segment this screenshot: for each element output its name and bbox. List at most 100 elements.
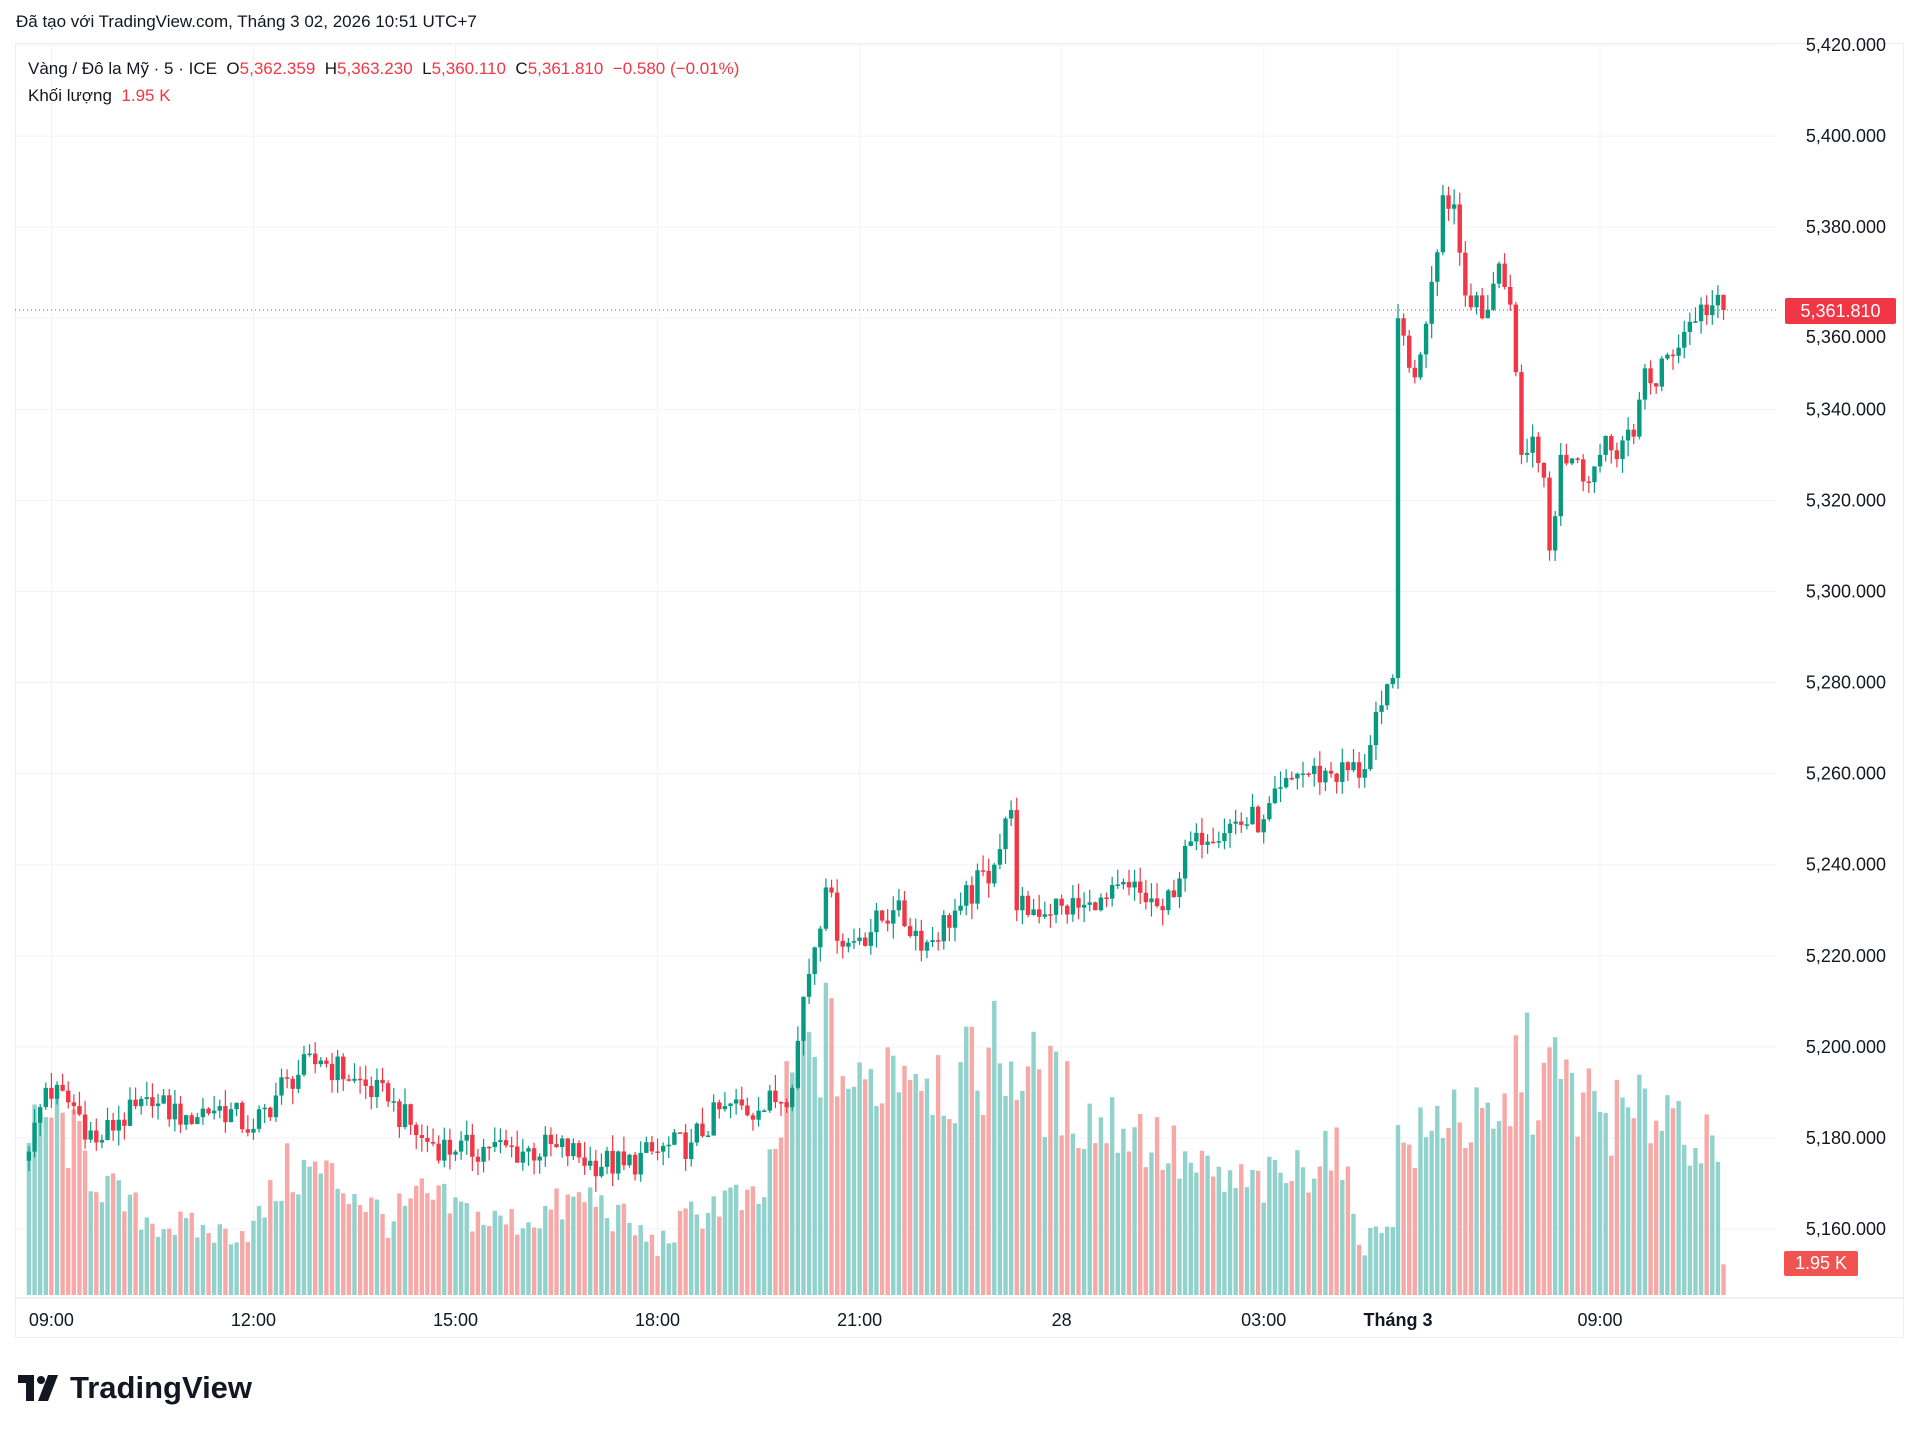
volume-bar (1199, 1150, 1205, 1295)
volume-bar (599, 1195, 604, 1295)
volume-bar (234, 1242, 239, 1295)
high-label: H (324, 59, 338, 78)
volume-bar (1154, 1117, 1160, 1295)
volume-bar (1451, 1089, 1457, 1295)
volume-bar (470, 1231, 475, 1295)
volume-bar (644, 1241, 649, 1295)
candle-body (1300, 773, 1306, 776)
volume-bar (228, 1244, 234, 1295)
volume-bar (604, 1218, 610, 1295)
volume-bar (1423, 1137, 1429, 1295)
volume-bar (363, 1211, 368, 1295)
candle-body (733, 1099, 739, 1104)
volume-bar (846, 1088, 851, 1295)
volume-bar (677, 1210, 683, 1295)
volume-bar (649, 1234, 655, 1295)
candle-body (301, 1054, 307, 1075)
volume-bar (1653, 1120, 1659, 1295)
volume-bar (1682, 1144, 1687, 1295)
volume-bar (1463, 1147, 1468, 1295)
low-label: L (422, 59, 432, 78)
volume-bar (543, 1205, 548, 1295)
volume-bar (958, 1062, 963, 1295)
candle-body (767, 1090, 772, 1111)
chart-pane[interactable] (15, 43, 1904, 1338)
volume-bar (1552, 1037, 1558, 1295)
candle-body (1362, 769, 1367, 778)
volume-bar (1323, 1130, 1328, 1295)
volume-bar (515, 1234, 520, 1295)
candle-body (1283, 777, 1289, 788)
price-axis-label: 5,280.000 (1806, 673, 1886, 693)
volume-bar (133, 1192, 138, 1295)
candle-body (1267, 803, 1272, 820)
time-axis-label: 09:00 (1578, 1310, 1623, 1330)
candle-body (818, 928, 823, 948)
candle-body (99, 1139, 105, 1143)
volume-bar (868, 1069, 874, 1295)
candle-body (290, 1078, 295, 1089)
candle-body (1648, 368, 1653, 384)
volume-bar (694, 1214, 700, 1295)
volume-bar (105, 1175, 110, 1295)
volume-bar (1519, 1092, 1524, 1295)
candle-body (543, 1134, 548, 1157)
volume-bar (879, 1103, 885, 1295)
volume-bar (1312, 1178, 1317, 1295)
candle-body (442, 1139, 447, 1161)
ohlc-row: Vàng / Đô la Mỹ · 5 · ICE O5,362.359 H5,… (28, 55, 739, 82)
candle-body (1665, 354, 1670, 359)
candle-body (1278, 787, 1283, 789)
tradingview-logo-icon (18, 1375, 58, 1401)
candle-body (1160, 906, 1165, 911)
candle-body (116, 1119, 121, 1131)
volume-value: 1.95 K (121, 86, 171, 105)
volume-bar (705, 1212, 711, 1295)
candle-body (1008, 810, 1014, 819)
volume-bar (1569, 1072, 1575, 1295)
candle-body (750, 1115, 756, 1120)
volume-row: Khối lượng 1.95 K (28, 82, 739, 109)
candle-body (363, 1079, 368, 1086)
candle-body (1569, 458, 1575, 464)
volume-bar (1121, 1128, 1126, 1295)
candle-body (1098, 897, 1104, 911)
volume-bar (1171, 1125, 1177, 1295)
candle-body (1031, 909, 1036, 915)
candle-body (700, 1123, 705, 1137)
candle-body (464, 1134, 469, 1141)
candle-body (1053, 898, 1059, 915)
volume-bar (211, 1242, 217, 1295)
candle-body (621, 1151, 627, 1166)
symbol-title[interactable]: Vàng / Đô la Mỹ · 5 · ICE (28, 59, 217, 78)
candle-body (481, 1146, 486, 1162)
volume-bar (200, 1224, 206, 1295)
tradingview-logo[interactable]: TradingView (18, 1370, 252, 1406)
candle-body (531, 1148, 537, 1161)
candle-body (1093, 902, 1098, 911)
candle-body (1721, 294, 1726, 310)
candle-body (986, 870, 991, 884)
volume-label[interactable]: Khối lượng (28, 86, 112, 105)
candle-body (88, 1130, 93, 1140)
volume-bar (632, 1235, 638, 1295)
candle-body (1659, 358, 1664, 387)
candle-body (1025, 895, 1031, 915)
candle-body (1020, 895, 1025, 911)
candle-body (1407, 335, 1412, 368)
volume-bar (425, 1193, 430, 1295)
candle-body (599, 1166, 604, 1177)
candle-body (689, 1142, 694, 1160)
candle-body (402, 1104, 408, 1128)
volume-bar (183, 1218, 189, 1295)
candle-body (1519, 372, 1524, 455)
candle-body (1003, 818, 1008, 850)
volume-bar (397, 1193, 402, 1295)
volume-bar (492, 1210, 497, 1295)
candle-body (924, 942, 930, 951)
price-axis-label: 5,320.000 (1806, 490, 1886, 510)
candle-body (245, 1129, 251, 1133)
volume-bar (638, 1225, 643, 1295)
volume-bar (374, 1199, 380, 1295)
